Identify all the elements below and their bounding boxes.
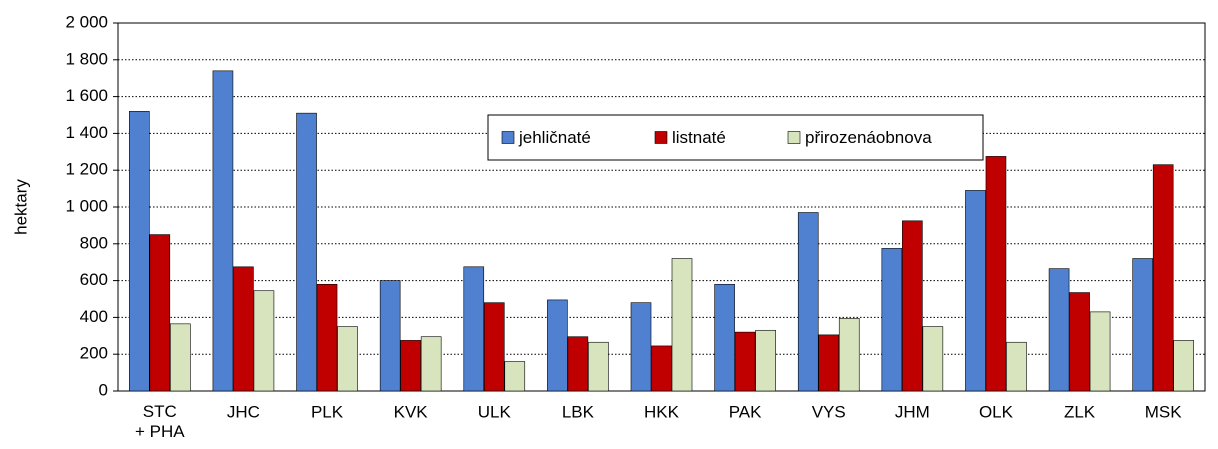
- bar: [797, 212, 819, 392]
- legend-swatch: [654, 131, 668, 144]
- bar: [170, 323, 191, 392]
- x-tick-label: HKK: [644, 402, 680, 421]
- bar: [1173, 340, 1194, 392]
- bar: [233, 266, 254, 392]
- bar: [651, 345, 672, 392]
- y-tick-label: 1 000: [65, 196, 108, 215]
- y-tick-label: 800: [80, 233, 108, 252]
- bar: [1152, 164, 1174, 392]
- x-tick-label: OLK: [979, 402, 1014, 421]
- y-tick-label: 1 200: [65, 160, 108, 179]
- bar: [985, 156, 1007, 392]
- bar: [129, 111, 150, 392]
- y-tick-label: 0: [99, 380, 108, 399]
- x-tick-label: PAK: [729, 402, 762, 421]
- x-tick-label: ZLK: [1064, 402, 1096, 421]
- y-axis-label: hektary: [11, 179, 30, 235]
- bar: [714, 283, 735, 392]
- bar: [588, 341, 609, 392]
- bar: [1069, 292, 1090, 392]
- bar: [1089, 311, 1111, 392]
- x-tick-label: MSK: [1145, 402, 1183, 421]
- bar: [965, 190, 986, 392]
- bar: [881, 248, 903, 392]
- bar: [630, 302, 652, 392]
- bar: [922, 326, 944, 392]
- bar: [483, 302, 505, 392]
- bar: [1048, 268, 1070, 392]
- y-tick-label: 1 400: [65, 123, 108, 142]
- bar: [547, 299, 568, 392]
- bar: [504, 361, 526, 392]
- bar: [316, 283, 338, 392]
- bar: [253, 290, 275, 392]
- legend-label: listnaté: [672, 128, 726, 147]
- legend-swatch: [787, 131, 801, 144]
- bar: [818, 334, 840, 392]
- bar: [838, 318, 860, 392]
- bar: [420, 336, 442, 392]
- x-tick-label: KVK: [394, 402, 429, 421]
- x-tick-label: JHM: [895, 402, 930, 421]
- bar: [400, 340, 421, 392]
- bar: [337, 326, 358, 392]
- y-tick-label: 1 600: [65, 86, 108, 105]
- legend-label: jehličnaté: [518, 128, 591, 147]
- legend-swatch: [501, 131, 515, 144]
- y-tick-label: 400: [80, 307, 108, 326]
- bar: [296, 112, 317, 392]
- bar: [902, 220, 923, 392]
- bar: [755, 329, 776, 392]
- y-tick-label: 600: [80, 270, 108, 289]
- x-tick-label: JHC: [227, 402, 260, 421]
- y-tick-label: 200: [80, 344, 108, 363]
- bar: [379, 280, 401, 392]
- legend-label: přirozenáobnova: [805, 128, 932, 147]
- bar: [1132, 258, 1153, 392]
- bar: [463, 266, 485, 392]
- y-tick-label: 2 000: [65, 12, 108, 31]
- bar: [567, 336, 589, 392]
- y-tick-label: 1 800: [65, 49, 108, 68]
- bar: [212, 70, 234, 392]
- x-tick-label: LBK: [562, 402, 595, 421]
- x-tick-label: STC + PHA: [135, 402, 185, 441]
- x-tick-label: VYS: [812, 402, 846, 421]
- bar: [734, 331, 756, 392]
- bar: [1006, 341, 1027, 392]
- bar: [671, 258, 693, 392]
- legend-box: [487, 114, 984, 161]
- bar: [149, 234, 171, 392]
- x-tick-label: PLK: [311, 402, 344, 421]
- x-tick-label: ULK: [478, 402, 512, 421]
